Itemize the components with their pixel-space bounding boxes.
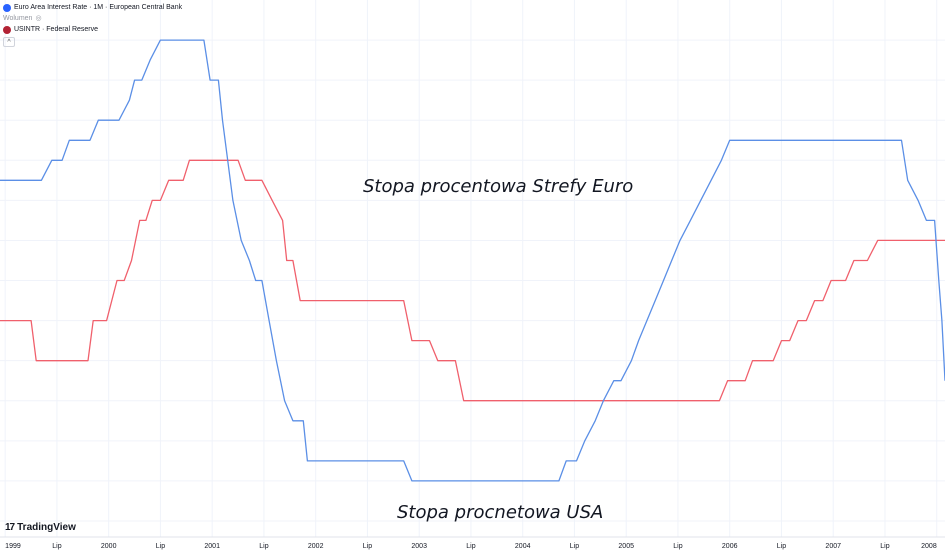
legend-volume-label: Wolumen: [3, 15, 33, 22]
legend-collapse-button[interactable]: ^: [3, 37, 15, 47]
x-tick-label: 2006: [722, 543, 738, 550]
legend: Euro Area Interest Rate · 1M · European …: [3, 2, 182, 48]
x-tick-label: 2008: [921, 543, 937, 550]
x-tick-label: 2007: [825, 543, 841, 550]
x-tick-label: Lip: [466, 543, 475, 550]
x-tick-label: 2002: [308, 543, 324, 550]
x-tick-label: 1999: [5, 543, 21, 550]
tradingview-logo-text: TradingView: [17, 522, 76, 533]
legend-series-usa-label: USINTR · Federal Reserve: [14, 26, 99, 33]
x-tick-label: Lip: [880, 543, 889, 550]
ecb-flag-icon: [3, 3, 11, 12]
x-tick-label: 2000: [101, 543, 117, 550]
x-tick-label: 2004: [515, 543, 531, 550]
us-flag-icon: [3, 25, 11, 34]
x-tick-label: Lip: [363, 543, 372, 550]
tradingview-logo-icon: 17: [5, 522, 15, 533]
x-tick-label: 2005: [618, 543, 634, 550]
x-tick-label: Lip: [259, 543, 268, 550]
x-tick-label: Lip: [570, 543, 579, 550]
x-tick-label: Lip: [673, 543, 682, 550]
series-line-usa[interactable]: [0, 39, 945, 482]
x-tick-label: 2003: [411, 543, 427, 550]
x-tick-label: Lip: [156, 543, 165, 550]
x-tick-label: Lip: [777, 543, 786, 550]
series-layer: [0, 39, 945, 482]
legend-series-euro-label: Euro Area Interest Rate · 1M · European …: [14, 4, 183, 11]
annotation-usa: Stopa procnetowa USA: [397, 502, 604, 523]
legend-volume[interactable]: Wolumen ◎: [3, 13, 182, 24]
tradingview-logo[interactable]: 17 TradingView: [5, 522, 76, 533]
series-line-euro[interactable]: [0, 159, 945, 402]
legend-series-euro[interactable]: Euro Area Interest Rate · 1M · European …: [3, 2, 182, 13]
chevron-up-icon: ^: [7, 38, 11, 46]
eye-icon[interactable]: ◎: [35, 15, 42, 22]
x-axis-ticks: 1999 Lip 2000 Lip 2001 Lip 2002 Lip 2003 Lip 2004 L…: [5, 543, 937, 550]
legend-series-usa[interactable]: USINTR · Federal Reserve: [3, 24, 182, 35]
annotation-euro: Stopa procentowa Strefy Euro: [363, 176, 634, 197]
x-tick-label: 2001: [204, 543, 220, 550]
chart-grid: [0, 0, 945, 537]
x-tick-label: Lip: [52, 543, 61, 550]
